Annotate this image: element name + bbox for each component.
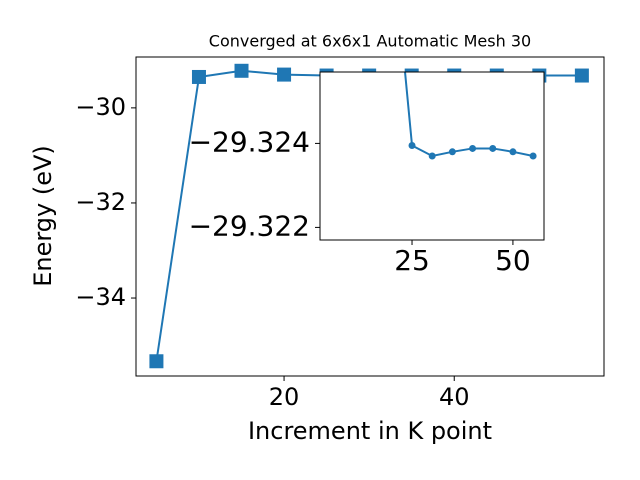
marker (408, 142, 416, 149)
marker (149, 354, 164, 369)
y-tick-label: −34 (75, 283, 126, 311)
marker (234, 63, 249, 78)
marker (509, 148, 517, 156)
marker (469, 144, 477, 152)
chart-title: Converged at 6x6x1 Automatic Mesh 30 (209, 32, 531, 51)
y-tick-label: −32 (75, 188, 126, 216)
marker (448, 148, 456, 156)
y-tick-label: −29.322 (189, 209, 310, 242)
y-tick-label: −30 (75, 93, 126, 121)
axes-frame (319, 71, 545, 241)
axes-frame (135, 56, 605, 377)
marker (428, 152, 436, 160)
marker (574, 68, 589, 83)
marker (277, 67, 292, 82)
y-tick-label: −29.324 (189, 125, 310, 158)
y-axis-label: Energy (eV) (29, 145, 57, 287)
x-axis-label: Increment in K point (248, 417, 492, 445)
marker (191, 69, 206, 84)
x-tick-label: 40 (439, 383, 470, 411)
marker (529, 152, 537, 160)
marker (489, 144, 497, 152)
x-tick-label: 50 (495, 244, 531, 277)
x-tick-label: 20 (269, 383, 300, 411)
x-tick-label: 25 (394, 244, 430, 277)
plot-clip (404, 72, 537, 160)
